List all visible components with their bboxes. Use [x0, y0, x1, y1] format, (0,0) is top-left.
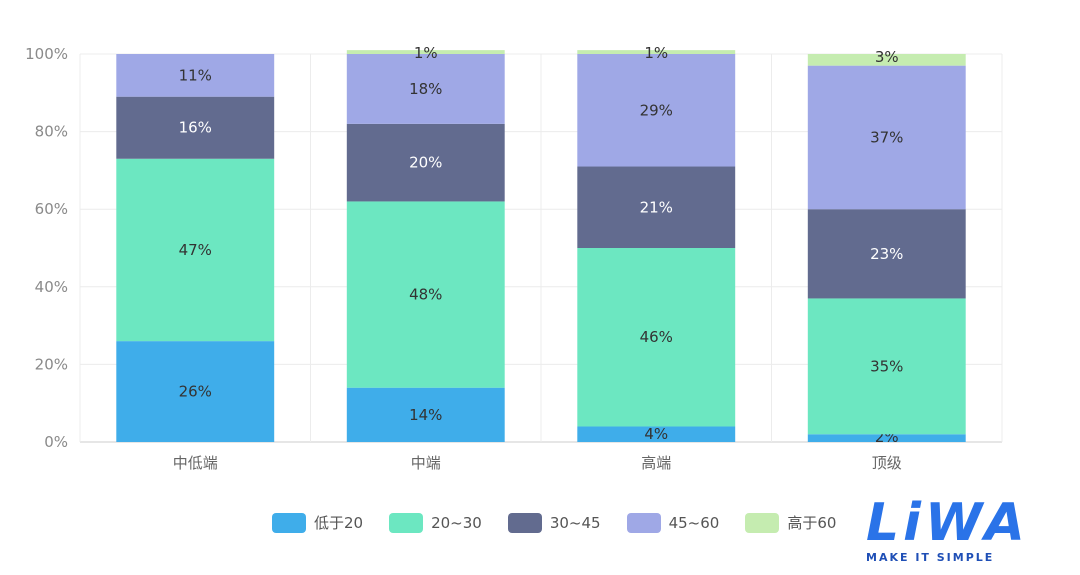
legend-swatch — [626, 512, 661, 533]
bar-segment — [807, 298, 966, 435]
y-tick-label: 0% — [44, 433, 68, 451]
x-axis: 中低端 中端 高端 顶级 — [173, 454, 902, 472]
legend-item[interactable]: 高于60 — [745, 512, 836, 533]
legend-swatch — [507, 512, 542, 533]
bar-segment — [577, 166, 736, 248]
data-label: 47% — [179, 241, 212, 259]
logo-text: LiWA — [866, 493, 1029, 553]
legend-swatch — [272, 512, 306, 533]
legend-item[interactable]: 30~45 — [507, 512, 601, 533]
data-label: 23% — [870, 245, 903, 263]
bar-segment — [346, 54, 505, 124]
y-tick-label: 60% — [35, 200, 68, 218]
data-label: 16% — [179, 119, 212, 137]
bar-segment — [116, 341, 275, 442]
legend-swatch — [389, 512, 424, 533]
data-label: 11% — [179, 66, 212, 84]
x-tick-label: 中低端 — [173, 454, 218, 472]
legend-label: 高于60 — [787, 514, 837, 532]
liwa-logo: LiWA MAKE IT SIMPLE — [866, 497, 1062, 567]
data-label: 1% — [414, 44, 438, 62]
legend-swatch — [745, 512, 780, 533]
y-tick-label: 20% — [35, 355, 68, 373]
bar-segment — [807, 65, 966, 210]
bar-segment — [346, 387, 505, 442]
bar-segment — [116, 158, 275, 342]
data-label: 3% — [875, 48, 899, 66]
data-label: 21% — [640, 198, 673, 216]
legend-item[interactable]: 低于20 — [272, 512, 363, 533]
bar-segment — [577, 248, 736, 427]
legend-label: 45~60 — [668, 513, 720, 532]
bar-segment — [807, 434, 966, 442]
bar-segment — [116, 54, 275, 97]
legend-label: 30~45 — [549, 513, 601, 532]
data-label: 48% — [409, 286, 442, 304]
x-tick-label: 高端 — [641, 454, 671, 472]
bar-segment — [807, 209, 966, 299]
logo-tagline: MAKE IT SIMPLE — [866, 551, 995, 564]
bar-segment — [577, 54, 736, 167]
data-label: 46% — [640, 328, 673, 346]
bar-segment — [346, 201, 505, 388]
bar-segment — [577, 50, 736, 54]
x-tick-label: 顶级 — [872, 454, 902, 472]
bar-segment — [346, 50, 505, 54]
data-label: 29% — [640, 101, 673, 119]
legend-item[interactable]: 20~30 — [389, 512, 482, 533]
y-tick-label: 40% — [35, 278, 68, 296]
legend-item[interactable]: 45~60 — [626, 512, 720, 533]
y-tick-label: 100% — [25, 45, 68, 63]
data-label: 35% — [870, 357, 903, 375]
y-axis: 0% 20% 40% 60% 80% 100% — [25, 45, 68, 451]
data-label: 14% — [409, 406, 442, 424]
data-label: 20% — [409, 154, 442, 172]
legend-label: 低于20 — [314, 514, 364, 532]
bar-segment — [116, 96, 275, 159]
data-label: 18% — [409, 80, 442, 98]
bar-segment — [346, 123, 505, 202]
bar-segment — [577, 426, 736, 442]
data-label: 1% — [644, 44, 668, 62]
x-tick-label: 中端 — [411, 454, 441, 472]
data-label: 26% — [179, 383, 212, 401]
data-label: 4% — [644, 425, 668, 443]
data-label: 37% — [870, 128, 903, 146]
legend: 低于20 20~30 30~45 45~60 高于60 — [272, 512, 836, 533]
y-tick-label: 80% — [35, 123, 68, 141]
legend-label: 20~30 — [431, 513, 482, 532]
bar-segment — [807, 54, 966, 66]
stacked-bar-chart: 0% 20% 40% 60% 80% 100% 26% 47% 16% 11% 14% 48% 20%… — [25, 44, 1003, 472]
bars: 26% 47% 16% 11% 14% 48% 20% 18% 1% 4% 46% 21% 29% 1% 2… — [116, 44, 966, 446]
